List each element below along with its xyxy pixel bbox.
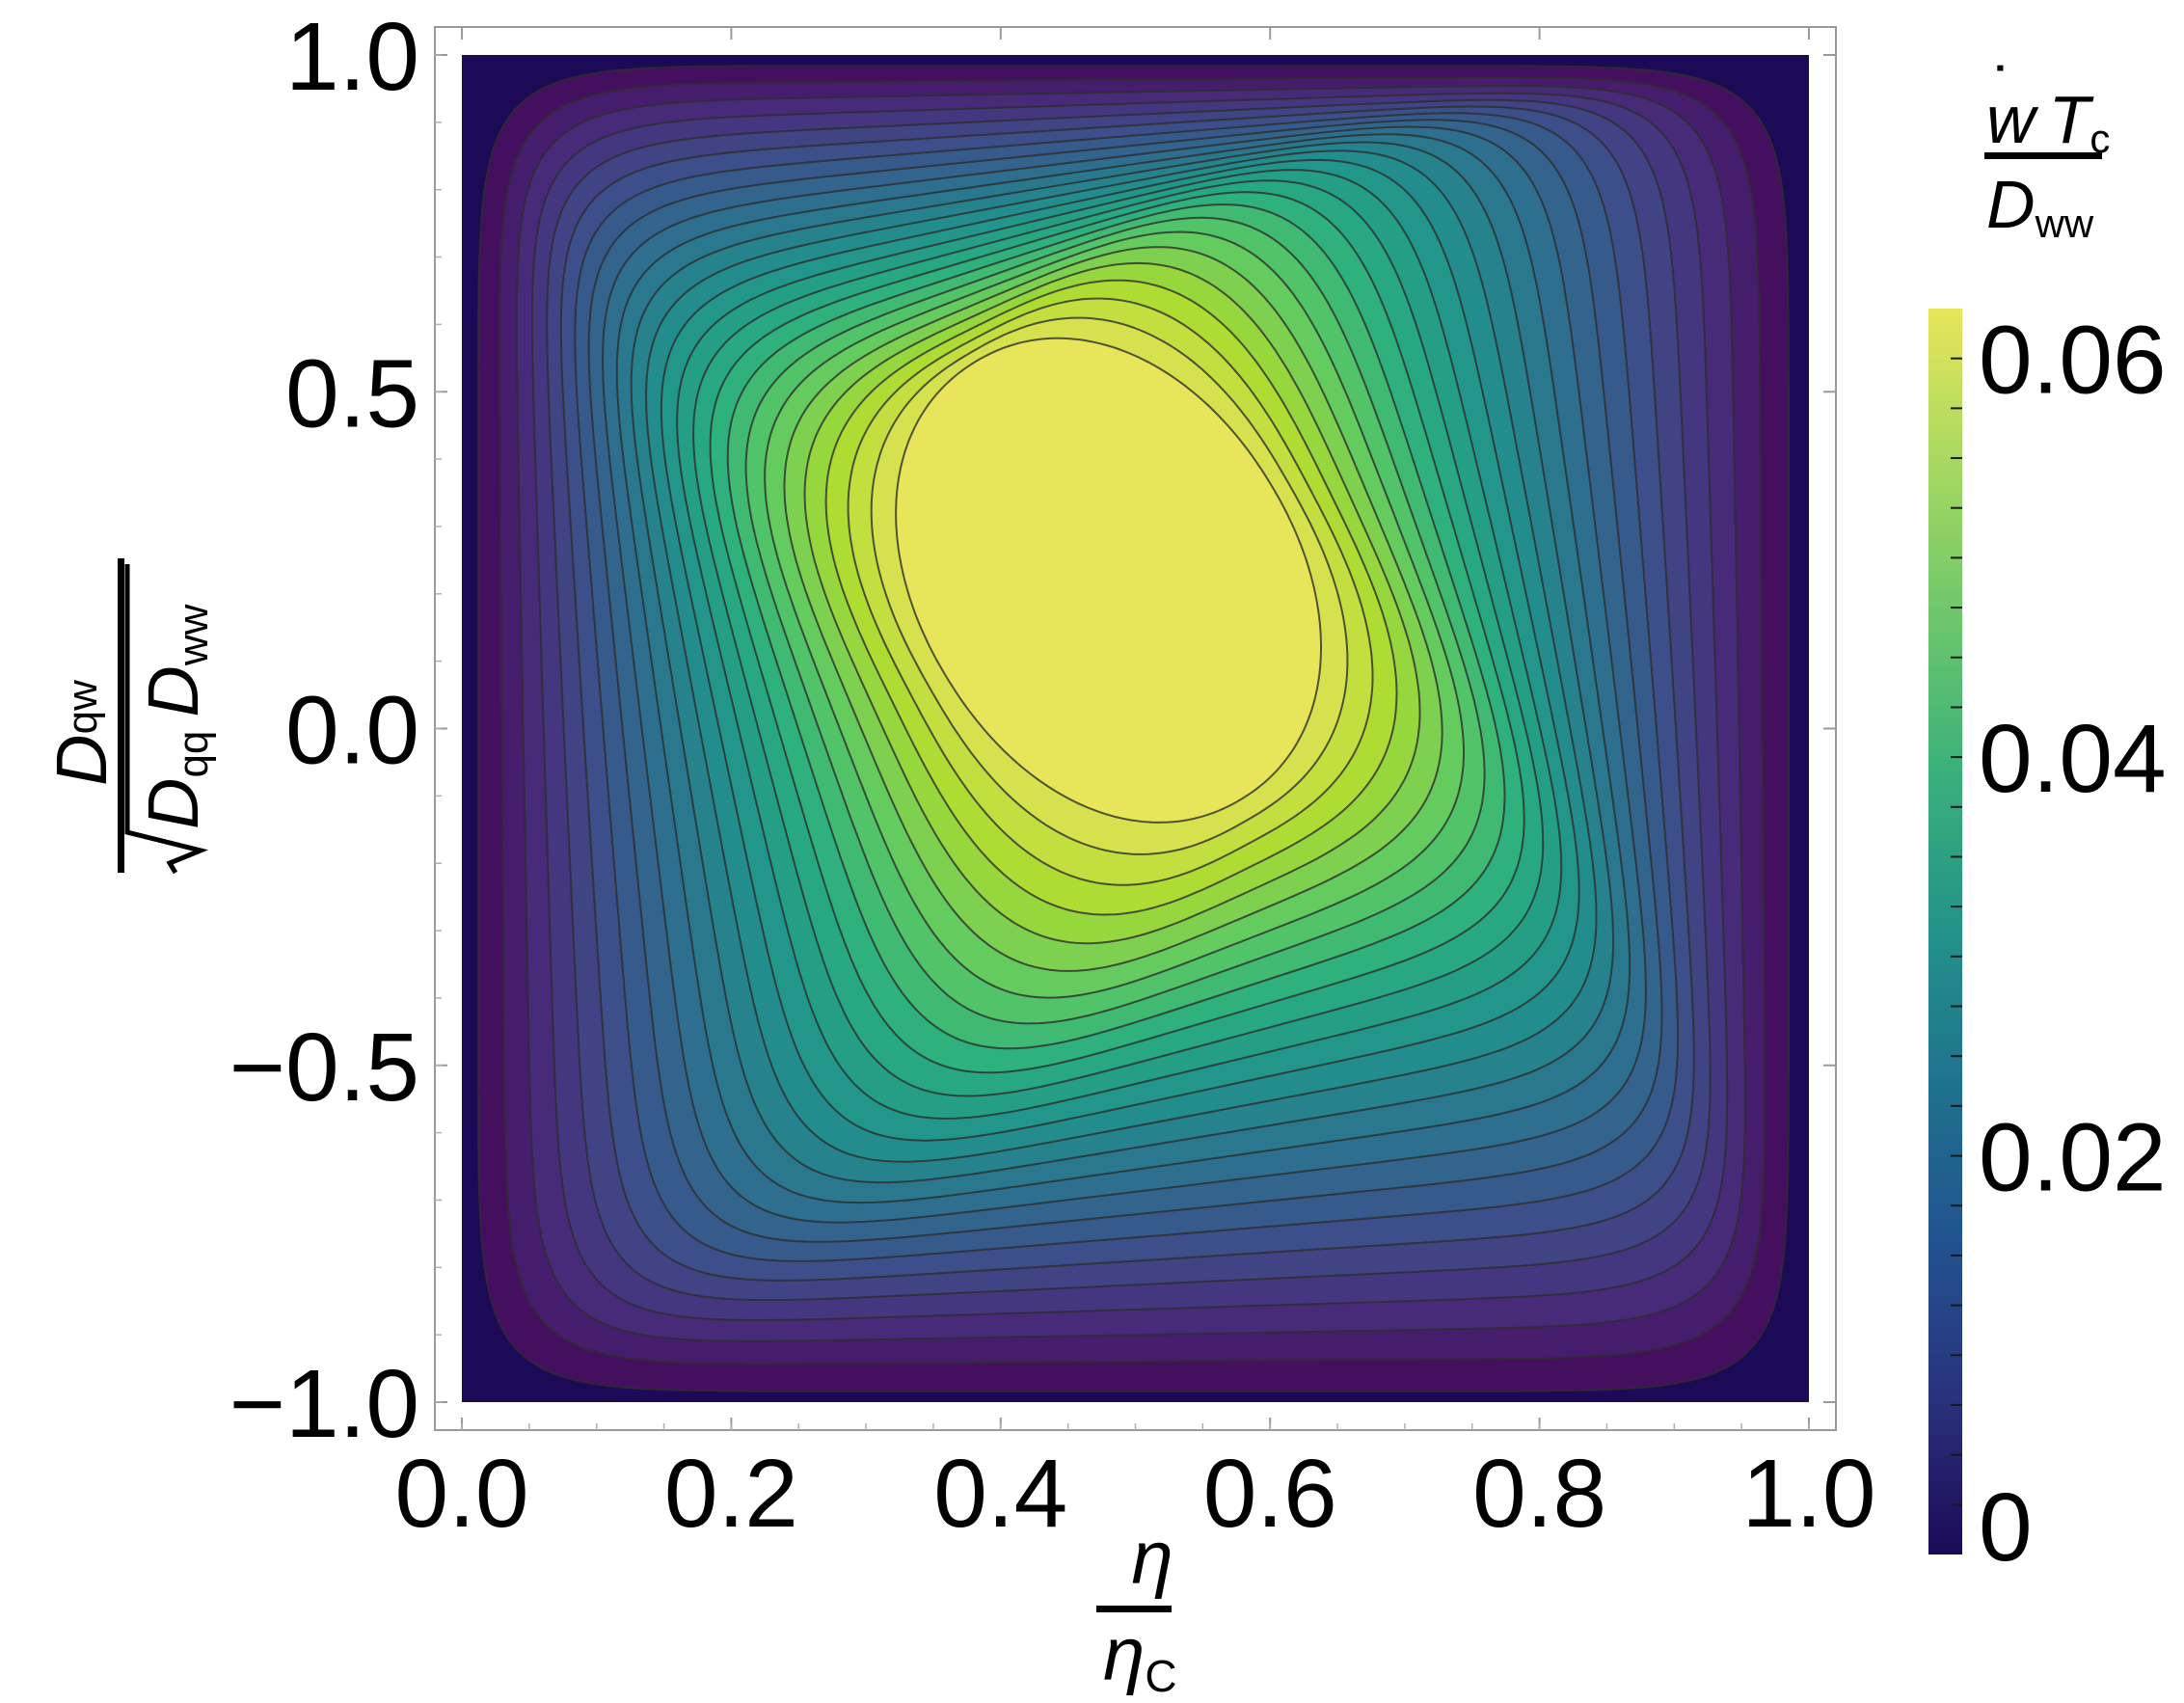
colorbar-title-numerator: w Tc (1986, 82, 2110, 161)
x-axis-title-fraction-bar (1096, 1606, 1172, 1612)
colorbar-title-fraction-bar (1984, 152, 2102, 159)
contour-field (462, 55, 1809, 1402)
colorbar-title-dot: ˙ (1992, 53, 2014, 128)
x-axis-title-denominator: ηC (1103, 1611, 1177, 1701)
x-tick-label: 0.8 (1472, 1440, 1606, 1548)
x-tick-label: 0.2 (664, 1440, 798, 1548)
y-axis-ticks: 1.0 0.5 0.0 −0.5 −1.0 (229, 3, 1836, 1458)
x-tick-label: 1.0 (1741, 1440, 1875, 1548)
x-axis-ticks: 0.0 0.2 0.4 0.6 0.8 1.0 (394, 27, 1876, 1548)
colorbar-title: w Tc ˙ Dww (1984, 53, 2110, 246)
colorbar-title-denominator: Dww (1986, 167, 2094, 246)
colorbar-tick-label: 0 (1979, 1473, 2033, 1581)
x-axis-title-numerator: η (1131, 1515, 1173, 1600)
x-tick-label: 0.0 (394, 1440, 528, 1548)
y-axis-title-denominator: DqqDww (133, 604, 217, 829)
contour-level-25 (895, 337, 1322, 824)
x-axis-title: η ηC (1096, 1515, 1177, 1701)
colorbar-tick-label: 0.06 (1979, 307, 2167, 415)
y-axis-title: Dqw DqqDww (41, 558, 217, 875)
y-tick-label: 1.0 (285, 3, 419, 111)
x-tick-label: 0.4 (933, 1440, 1067, 1548)
colorbar-tick-label: 0.02 (1979, 1104, 2167, 1212)
colorbar-tick-label: 0.04 (1979, 705, 2167, 813)
x-tick-label: 0.6 (1203, 1440, 1337, 1548)
y-tick-label: 0.0 (285, 677, 419, 785)
colorbar-ticks: 0 0.02 0.04 0.06 (1951, 307, 2167, 1581)
y-tick-label: −1.0 (229, 1350, 419, 1458)
y-axis-title-fraction-bar (118, 558, 124, 873)
square-root-sign (124, 564, 209, 875)
colorbar (1928, 309, 1962, 1554)
y-axis-title-numerator: Dqw (41, 680, 121, 786)
y-tick-label: 0.5 (285, 339, 419, 447)
y-tick-label: −0.5 (229, 1014, 419, 1122)
